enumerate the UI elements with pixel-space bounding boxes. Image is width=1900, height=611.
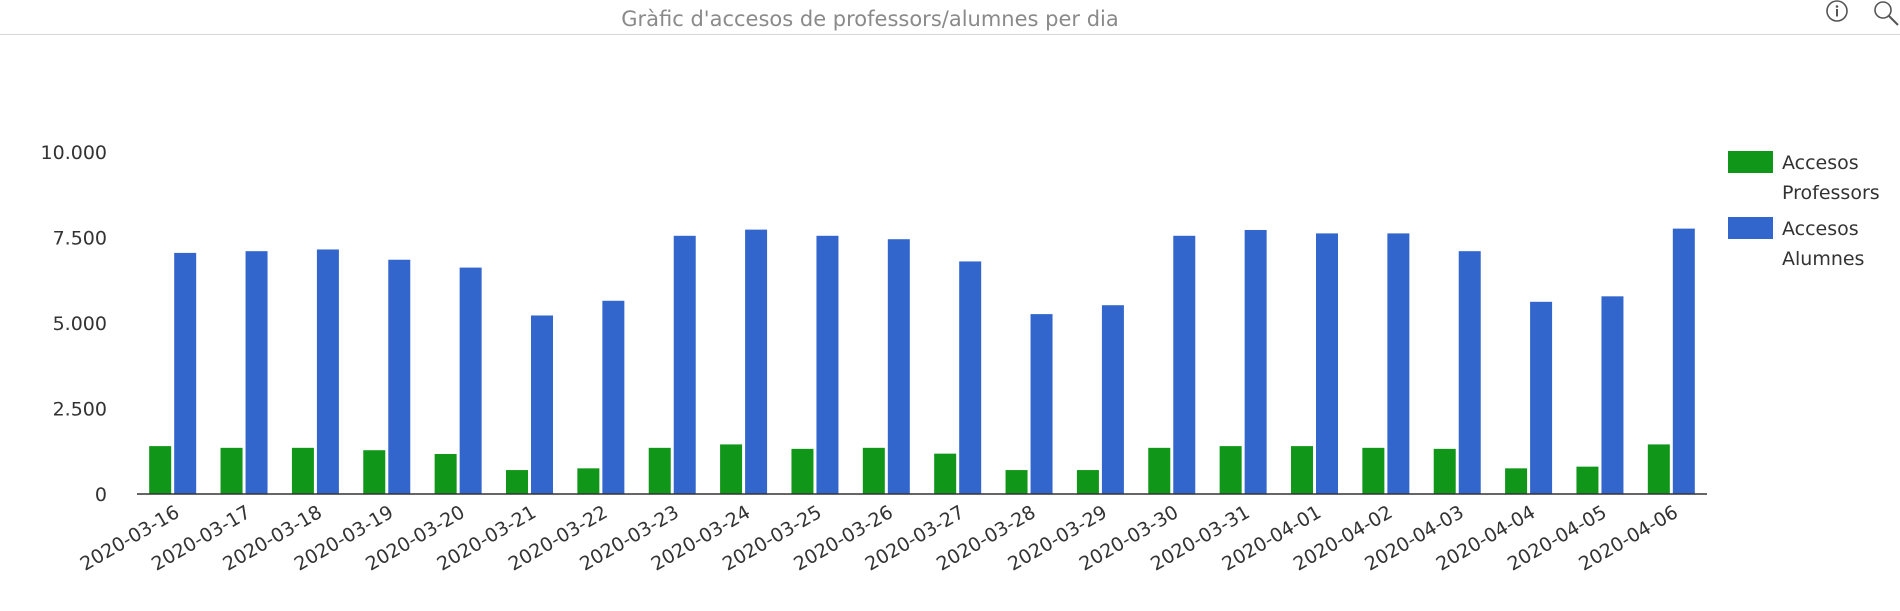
bar-alumnes[interactable]	[673, 235, 696, 495]
bar-alumnes[interactable]	[1244, 229, 1267, 494]
bar-alumnes[interactable]	[887, 239, 910, 494]
bar-alumnes[interactable]	[959, 261, 982, 494]
bar-professors[interactable]	[1576, 466, 1599, 494]
y-tick-label: 10.000	[41, 142, 107, 164]
bar-professors[interactable]	[862, 447, 885, 494]
bar-alumnes[interactable]	[245, 251, 268, 494]
bar-alumnes[interactable]	[1458, 251, 1481, 494]
bar-alumnes[interactable]	[459, 267, 482, 494]
bar-professors[interactable]	[1148, 447, 1171, 494]
bar-alumnes[interactable]	[388, 259, 411, 494]
bar-professors[interactable]	[1005, 470, 1028, 494]
y-tick-label: 5.000	[53, 313, 107, 335]
chart-header: Gràfic d'accesos de professors/alumnes p…	[0, 0, 1900, 35]
bar-professors[interactable]	[220, 447, 243, 494]
bar-professors[interactable]	[1291, 446, 1313, 494]
legend-label: Professors	[1782, 182, 1880, 204]
chart-title: Gràfic d'accesos de professors/alumnes p…	[621, 7, 1119, 31]
bar-alumnes[interactable]	[1030, 314, 1053, 494]
legend-label: Alumnes	[1782, 248, 1864, 270]
y-tick-label: 7.500	[53, 228, 107, 250]
legend-label: Accesos	[1782, 152, 1859, 174]
bar-professors[interactable]	[434, 453, 457, 494]
bar-alumnes[interactable]	[816, 235, 839, 495]
search-zoom-icon[interactable]	[1872, 0, 1900, 28]
bar-professors[interactable]	[1362, 447, 1385, 494]
bar-professors[interactable]	[149, 446, 172, 494]
bar-alumnes[interactable]	[1173, 235, 1196, 495]
bar-professors[interactable]	[648, 447, 671, 494]
bar-professors[interactable]	[1505, 468, 1528, 494]
bar-professors[interactable]	[1433, 448, 1456, 494]
y-tick-label: 2.500	[53, 399, 107, 421]
legend-swatch	[1728, 151, 1773, 173]
bar-professors[interactable]	[1076, 470, 1099, 494]
bar-alumnes[interactable]	[745, 229, 768, 494]
bar-professors[interactable]	[720, 444, 743, 494]
bar-alumnes[interactable]	[1101, 305, 1124, 494]
legend-label: Accesos	[1782, 218, 1859, 240]
bar-alumnes[interactable]	[174, 252, 197, 494]
bar-professors[interactable]	[506, 470, 528, 494]
bar-professors[interactable]	[577, 468, 600, 494]
bar-alumnes[interactable]	[316, 249, 339, 494]
bar-chart: 02.5005.0007.50010.0002020-03-162020-03-…	[41, 142, 1880, 576]
bar-alumnes[interactable]	[602, 300, 625, 494]
bar-alumnes[interactable]	[1316, 233, 1338, 494]
bar-professors[interactable]	[791, 448, 814, 494]
y-tick-label: 0	[95, 484, 107, 506]
bar-professors[interactable]	[1219, 446, 1242, 494]
bar-professors[interactable]	[363, 450, 386, 494]
bar-professors[interactable]	[291, 447, 314, 494]
bar-alumnes[interactable]	[531, 315, 553, 494]
legend-swatch	[1728, 217, 1773, 239]
bar-professors[interactable]	[1647, 444, 1670, 494]
bar-alumnes[interactable]	[1601, 296, 1624, 494]
bar-alumnes[interactable]	[1530, 301, 1553, 494]
info-icon[interactable]	[1824, 0, 1852, 28]
bar-alumnes[interactable]	[1387, 233, 1410, 494]
bar-alumnes[interactable]	[1672, 228, 1695, 494]
bar-professors[interactable]	[934, 453, 957, 494]
